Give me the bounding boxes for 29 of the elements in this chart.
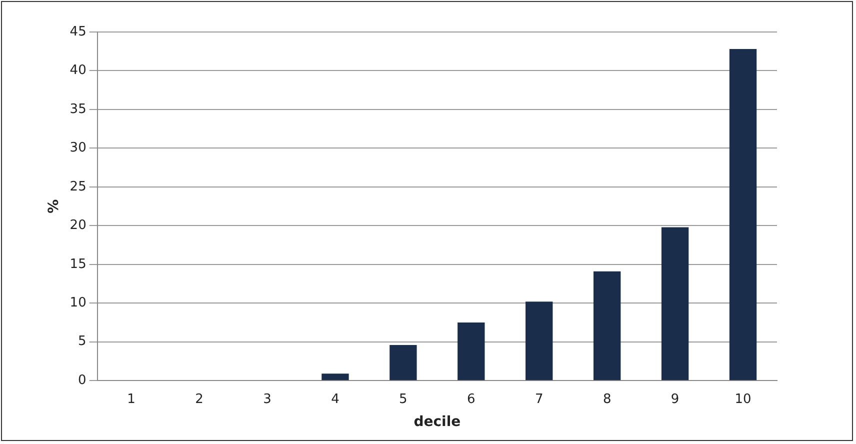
x-tick-label: 8 xyxy=(602,392,612,407)
x-tick-label: 7 xyxy=(534,392,544,407)
y-tick-label: 45 xyxy=(70,24,86,40)
x-tick-label: 5 xyxy=(399,392,408,407)
x-tick-label: 1 xyxy=(127,392,136,407)
y-tick-label: 5 xyxy=(78,334,86,350)
y-tick-label: 25 xyxy=(70,179,86,194)
y-tick-label: 30 xyxy=(70,140,86,156)
bar xyxy=(390,344,417,380)
y-tick-label: 10 xyxy=(70,296,86,311)
bar xyxy=(526,302,553,380)
x-tick-label: 10 xyxy=(734,392,752,407)
y-tick-label: 35 xyxy=(70,102,86,117)
bar xyxy=(458,322,485,380)
bar xyxy=(661,227,689,380)
y-tick-label: 20 xyxy=(70,218,86,234)
y-tick-label: 15 xyxy=(70,256,86,272)
x-tick-label: 2 xyxy=(195,392,204,407)
x-tick-label: 3 xyxy=(263,392,272,407)
bar xyxy=(322,374,349,380)
y-axis-title: % xyxy=(46,199,62,214)
y-tick-label: 0 xyxy=(78,372,86,388)
x-tick-label: 4 xyxy=(331,392,340,407)
x-tick-label: 9 xyxy=(670,392,680,407)
bar xyxy=(729,49,757,380)
bar xyxy=(593,271,621,380)
x-axis-title: decile xyxy=(414,414,461,430)
x-tick-label: 6 xyxy=(467,392,476,407)
y-tick-label: 40 xyxy=(70,63,86,78)
